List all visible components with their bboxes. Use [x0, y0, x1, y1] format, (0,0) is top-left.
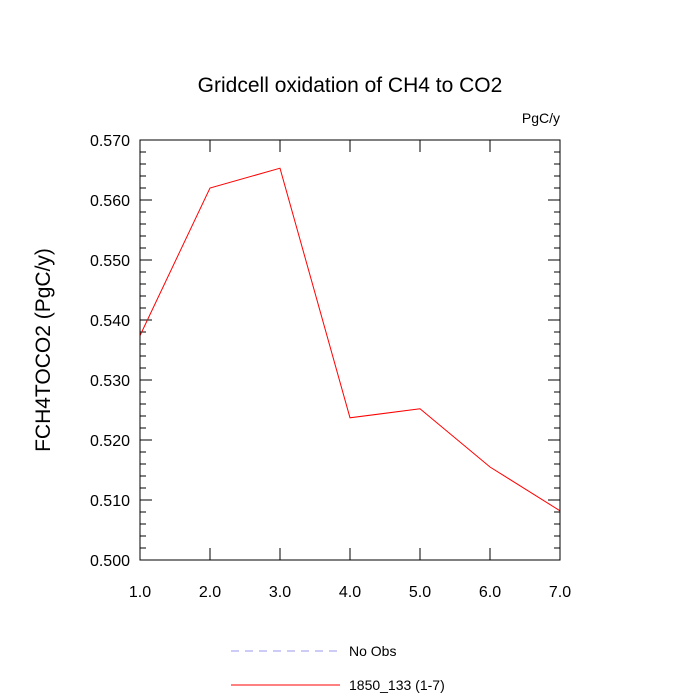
chart-title: Gridcell oxidation of CH4 to CO2 [198, 74, 503, 97]
y-tick-label: 0.510 [90, 493, 130, 510]
y-tick-label: 0.540 [90, 313, 130, 330]
y-tick-label: 0.530 [90, 373, 130, 390]
x-tick-label: 1.0 [129, 584, 151, 601]
series-line [139, 167, 561, 512]
x-tick-label: 4.0 [339, 584, 361, 601]
y-tick-label: 0.550 [90, 253, 130, 270]
x-tick-label: 5.0 [409, 584, 431, 601]
plot-lines [139, 167, 561, 512]
y-tick-label: 0.570 [90, 133, 130, 150]
y-axis-label: FCH4TOCO2 (PgC/y) [32, 248, 55, 452]
x-tick-label: 7.0 [549, 584, 571, 601]
x-tick-label: 3.0 [269, 584, 291, 601]
y-tick-label: 0.560 [90, 193, 130, 210]
legend-label: 1850_133 (1-7) [349, 677, 445, 693]
plot-frame [139, 139, 561, 561]
x-tick-label: 2.0 [199, 584, 221, 601]
y-tick-label: 0.520 [90, 433, 130, 450]
legend-label: No Obs [349, 643, 396, 659]
units-label: PgC/y [522, 110, 560, 126]
x-tick-label: 6.0 [479, 584, 501, 601]
tick-labels: 1.0 2.0 3.0 4.0 5.0 6.0 7.0 0.500 0.510 0.520 0.53… [90, 133, 571, 601]
legend: No Obs 1850_133 (1-7) [231, 643, 445, 693]
y-tick-label: 0.500 [90, 553, 130, 570]
